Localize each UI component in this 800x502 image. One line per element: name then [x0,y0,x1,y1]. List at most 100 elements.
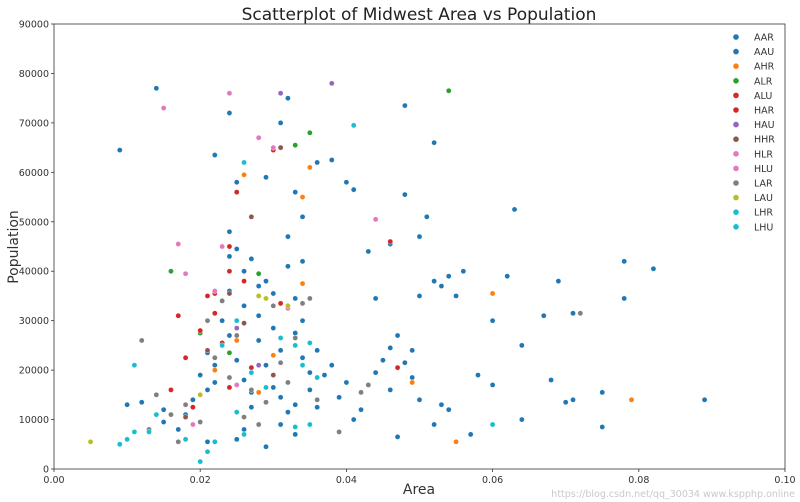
point-aar [599,389,606,396]
point-aar [299,214,306,220]
point-ahr [409,379,415,386]
point-aar [394,332,401,339]
point-aar [402,191,408,198]
point-aar [212,152,218,158]
point-aar [350,416,357,423]
point-aau [299,258,306,265]
point-aar [431,139,437,146]
point-aar [277,347,284,354]
point-ahr [489,290,496,297]
point-lar [314,396,320,403]
point-hlr [160,105,167,111]
legend-marker-hhr [733,136,739,142]
y-tick-label: 80000 [19,69,49,80]
point-aau [292,431,299,438]
point-aar [489,382,496,388]
x-tick-label: 0.10 [774,475,795,486]
legend-label-hau: HAU [754,120,775,131]
point-lar [577,310,584,317]
point-aar [314,347,320,354]
point-hlr [175,241,182,247]
legend-marker-alu [733,92,739,99]
point-aar [263,174,269,181]
point-aar [299,317,306,324]
point-lar [204,317,211,324]
point-alr [255,270,262,277]
point-lar [270,303,277,309]
point-hhr [226,290,233,297]
point-lhu [277,335,284,341]
y-axis-label: Population [6,210,22,284]
point-aau [204,439,211,445]
point-aar [241,426,247,433]
point-lar [277,359,284,366]
point-aar [233,246,240,252]
point-lhr [124,436,130,443]
point-lhu [131,429,138,435]
point-aar [350,186,357,193]
point-aau [285,409,291,415]
point-aar [263,443,269,450]
legend-label-ahr: AHR [754,62,775,73]
point-ahr [299,280,306,287]
point-lar [285,379,291,386]
point-lhr [248,369,255,376]
y-tick-label: 0 [43,465,49,476]
point-aar [226,110,233,116]
point-aau [285,233,291,240]
point-aar [701,396,708,403]
point-aar [343,179,350,186]
point-aar [248,256,255,262]
point-aar [212,362,218,368]
legend-marker-hlu [733,165,739,172]
point-lhr [233,409,240,415]
watermark-text: https://blog.csdn.net/qq_30034 www.kspph… [551,489,795,500]
legend: AAR AAU AHR ALR ALU HAR HAU HHR HLR HLU LAR LAU LHR L… [733,33,775,233]
point-lhu [314,374,320,381]
point-hlr [372,216,379,223]
point-aar [226,228,233,235]
point-lau [87,439,94,445]
point-aar [358,406,364,413]
point-aar [650,265,657,272]
legend-marker-aar [733,34,739,40]
point-aar [424,214,430,220]
point-aar [511,206,518,213]
point-lar [255,421,262,428]
point-lhr [241,431,247,438]
point-ahr [299,194,306,200]
point-ahr [255,389,262,396]
point-har [197,327,203,334]
point-lhu [116,441,123,448]
point-har [226,384,233,391]
point-aar [328,157,335,163]
point-lar [168,411,174,418]
point-lar [241,414,247,420]
legend-marker-har [733,107,739,113]
point-aau [445,406,452,413]
legend-label-aau: AAU [754,47,774,58]
point-lhu [307,340,313,346]
point-lhu [219,342,225,349]
plot-frame [53,23,786,470]
legend-marker-alr [733,78,739,84]
point-aar [321,372,328,378]
point-lau [255,293,262,299]
point-hhr [270,372,277,378]
point-hhr [204,347,211,354]
point-aau [175,426,182,433]
point-lhu [241,159,247,166]
legend-marker-hlr [733,151,739,157]
legend-marker-lar [733,180,739,186]
point-hlr [226,90,233,97]
point-aau [233,357,240,364]
point-lhu [233,317,240,324]
point-aar [504,273,511,279]
point-alu [226,268,233,275]
point-aar [197,372,203,378]
point-lar [307,295,313,302]
point-aar [160,419,167,425]
point-lhr [146,429,152,435]
point-lhu [182,436,189,443]
